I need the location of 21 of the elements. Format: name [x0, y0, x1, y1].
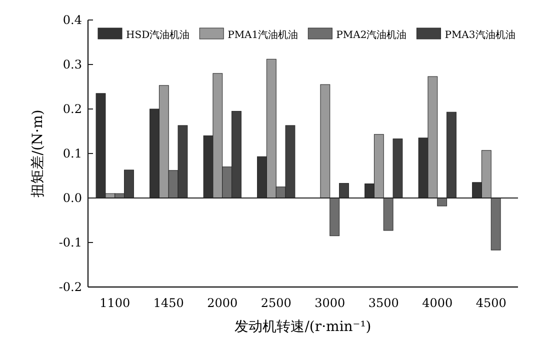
x-tick-label: 4500	[476, 296, 506, 310]
y-tick-label: 0.3	[62, 58, 82, 72]
y-tick-label: 0.2	[62, 102, 82, 116]
y-tick-label: -0.2	[58, 280, 82, 294]
y-tick-label: 0.1	[62, 146, 82, 160]
x-tick-label: 2000	[207, 296, 238, 310]
x-axis-title: 发动机转速/(r·min⁻¹)	[234, 319, 372, 335]
y-axis-title: 扭矩差/(N·m)	[30, 110, 46, 198]
x-tick-label: 1450	[153, 296, 184, 310]
x-tick-label: 4000	[422, 296, 453, 310]
x-tick-label: 2500	[260, 296, 292, 310]
x-tick-label: 1100	[100, 296, 130, 310]
x-tick-label: 3000	[314, 296, 346, 310]
y-tick-label: -0.1	[58, 236, 82, 250]
x-tick-label: 3500	[368, 296, 399, 310]
y-tick-label: 0.4	[62, 13, 82, 27]
y-tick-label: 0.0	[62, 191, 82, 205]
legend-label: PMA2汽油机油	[336, 29, 407, 41]
legend-label: PMA1汽油机油	[228, 29, 298, 41]
legend-label: PMA3汽油机油	[444, 29, 516, 41]
legend-label: HSD汽油机油	[126, 29, 190, 41]
